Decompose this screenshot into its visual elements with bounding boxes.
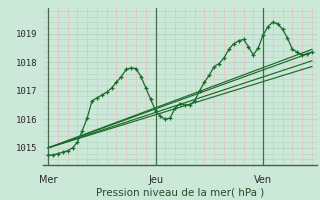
X-axis label: Pression niveau de la mer( hPa ): Pression niveau de la mer( hPa ) [96, 188, 264, 198]
